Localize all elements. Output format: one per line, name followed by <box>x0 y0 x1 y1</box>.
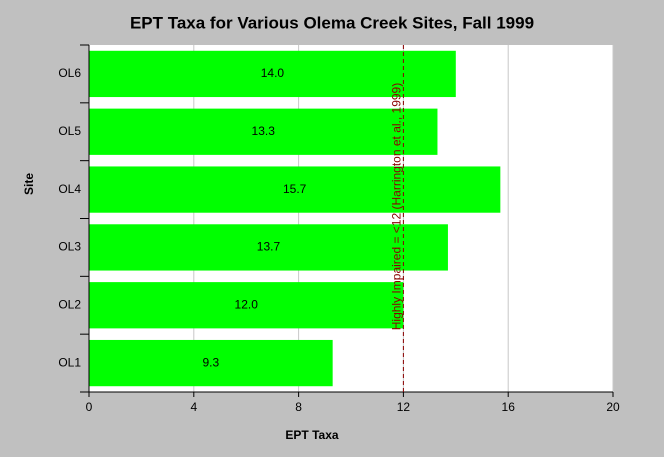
x-tick-label: 4 <box>190 400 197 414</box>
threshold-label: Highly Impaired = <12 (Harrington et al.… <box>390 83 404 330</box>
value-label: 13.3 <box>252 124 276 138</box>
value-label: 15.7 <box>283 182 307 196</box>
y-tick-label: OL1 <box>58 355 81 369</box>
y-axis-title: Site <box>22 173 36 195</box>
bar <box>89 282 404 329</box>
bar <box>89 50 456 98</box>
x-axis-title: EPT Taxa <box>285 428 338 442</box>
x-tick-label: 0 <box>86 400 93 414</box>
bar <box>89 339 333 387</box>
value-label: 14.0 <box>261 66 285 80</box>
y-tick-label: OL5 <box>58 124 81 138</box>
plot-area <box>89 45 613 392</box>
x-tick-label: 20 <box>606 400 620 414</box>
x-tick-label: 8 <box>295 400 302 414</box>
y-tick-label: OL2 <box>58 297 81 311</box>
value-label: 9.3 <box>202 355 219 369</box>
y-tick-label: OL6 <box>58 66 81 80</box>
y-tick-label: OL3 <box>58 240 81 254</box>
bar <box>89 108 438 155</box>
value-label: 12.0 <box>235 297 259 311</box>
chart-title: EPT Taxa for Various Olema Creek Sites, … <box>130 13 534 32</box>
bar <box>89 224 448 271</box>
bar <box>89 166 501 213</box>
y-tick-label: OL4 <box>58 182 81 196</box>
value-label: 13.7 <box>257 240 281 254</box>
x-tick-label: 16 <box>502 400 516 414</box>
x-tick-label: 12 <box>397 400 411 414</box>
